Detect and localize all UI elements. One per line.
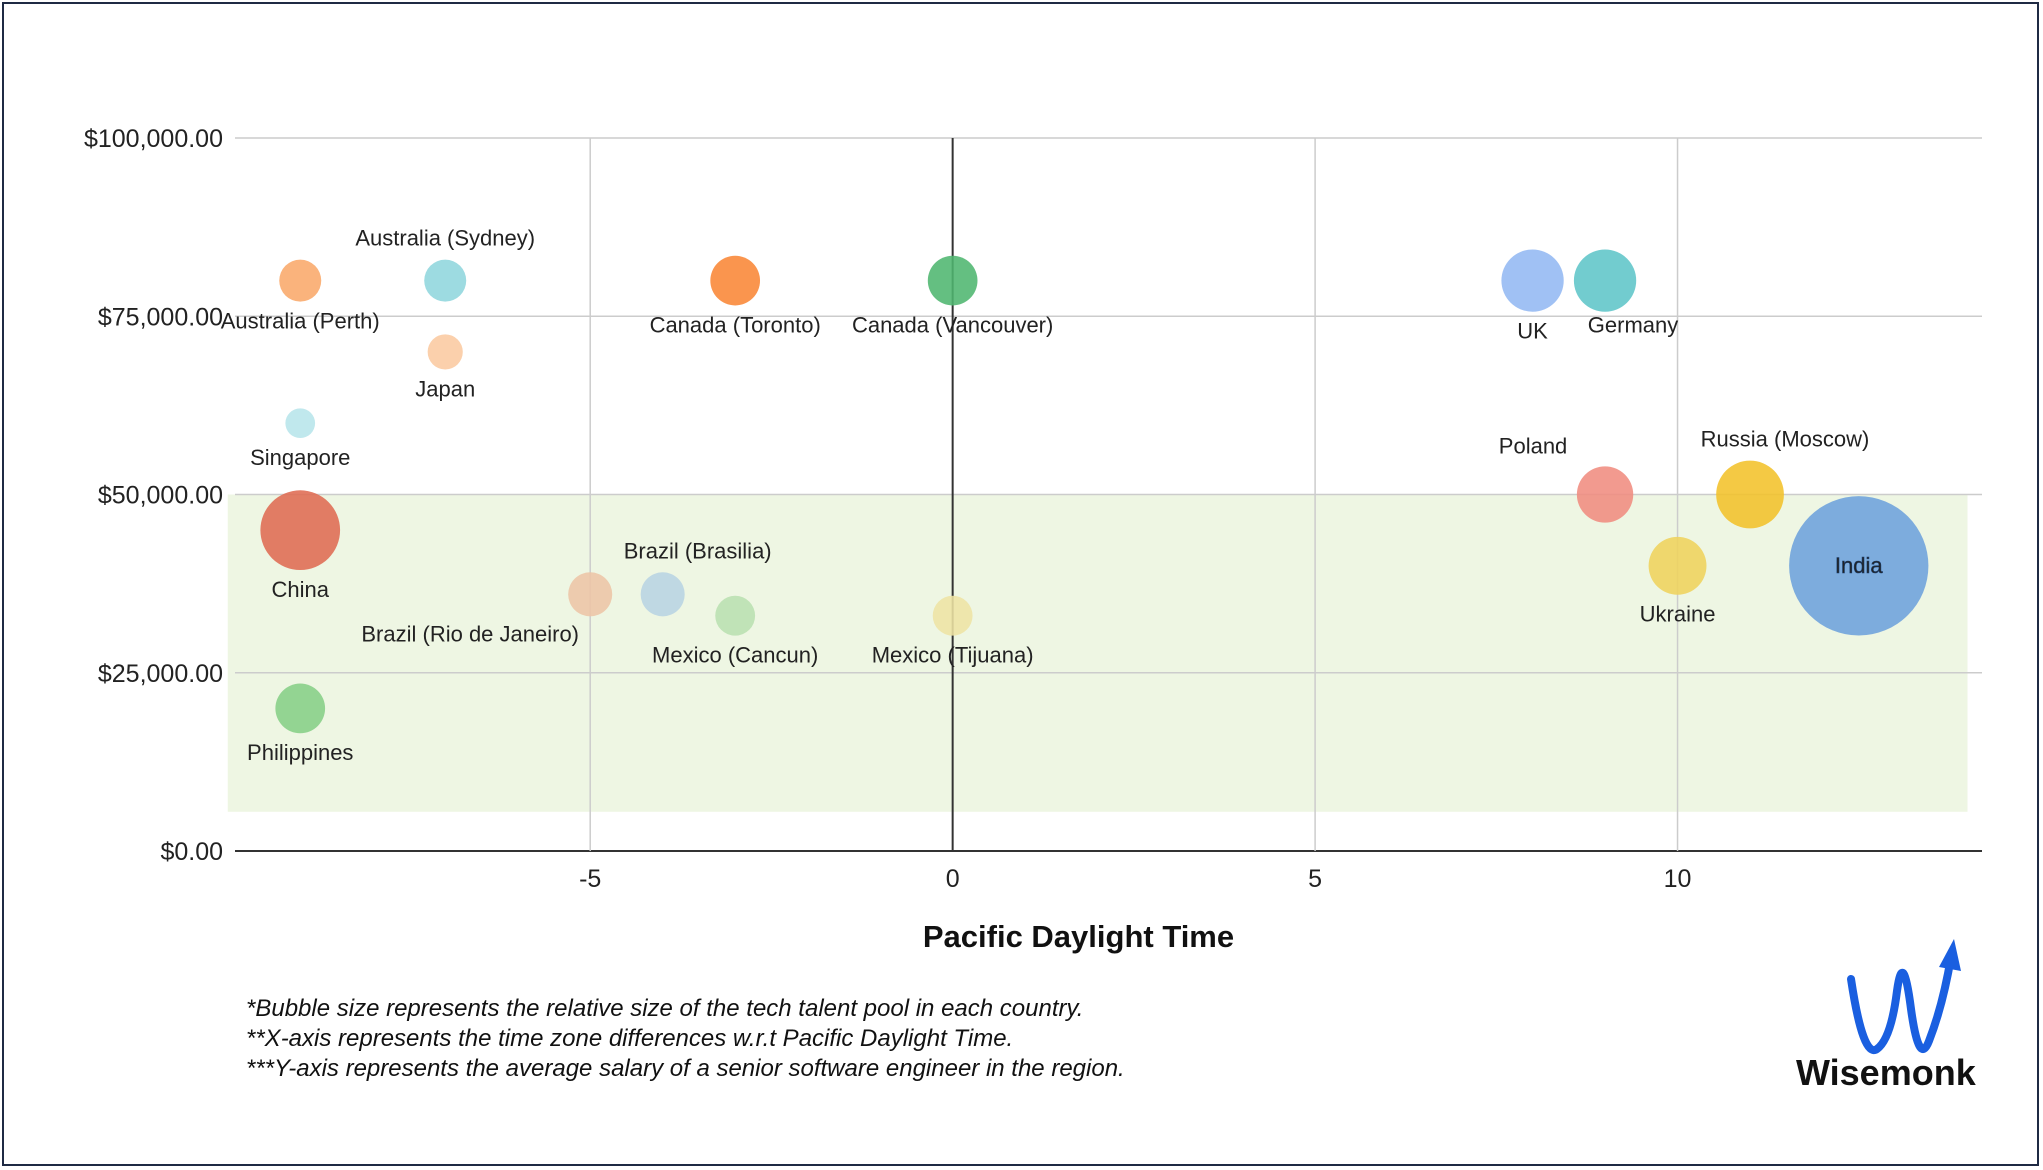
y-tick-label: $25,000.00 (98, 660, 223, 688)
bubble[interactable] (710, 255, 761, 306)
bubble[interactable] (275, 683, 326, 734)
bubble-label: Mexico (Tijuana) (872, 643, 1034, 668)
bubble-label: Russia (Moscow) (1701, 427, 1870, 452)
bubble[interactable] (1501, 249, 1564, 312)
bubble[interactable] (640, 572, 685, 617)
tick-label-layer: $0.00 $25,000.00 $50,000.00 $75,000.00 $100,… (84, 125, 1691, 893)
bubble[interactable] (927, 255, 978, 306)
bubble-chart: $0.00 $25,000.00 $50,000.00 $75,000.00 $100,… (84, 125, 1982, 954)
bubble[interactable] (1576, 466, 1634, 523)
bubble-label-layer: Australia (Perth) Australia (Sydney) Japan… (221, 226, 1884, 766)
bubble[interactable] (285, 408, 316, 439)
bubble[interactable] (715, 595, 756, 636)
bubble-label: Canada (Toronto) (650, 312, 821, 337)
bubble-label: Australia (Sydney) (355, 226, 535, 251)
bubble-label: Japan (415, 376, 475, 401)
bubble-label: Philippines (247, 740, 353, 765)
logo-text: Wisemonk (1796, 1052, 1976, 1093)
y-tick-label: $75,000.00 (98, 303, 223, 331)
bubble[interactable] (1716, 460, 1784, 529)
y-tick-label: $100,000.00 (84, 125, 223, 153)
bubble-label: Poland (1499, 433, 1568, 458)
bubble[interactable] (932, 595, 973, 636)
footnotes: *Bubble size represents the relative siz… (246, 994, 1125, 1084)
bubble[interactable] (424, 259, 467, 302)
wisemonk-logo-icon (1847, 939, 1961, 1054)
grid-layer (235, 137, 1982, 852)
bubble-label: Singapore (250, 445, 350, 470)
bubble-label: India (1835, 553, 1883, 578)
bubble[interactable] (279, 259, 322, 302)
footnote-y-axis: ***Y-axis represents the average salary … (246, 1055, 1125, 1082)
bubble[interactable] (260, 490, 341, 570)
bubble-label: Australia (Perth) (221, 309, 380, 334)
y-tick-label: $0.00 (160, 838, 223, 866)
shaded-region (227, 494, 1968, 812)
x-axis-title: Pacific Daylight Time (923, 919, 1234, 954)
shaded-region-layer (227, 494, 1968, 812)
bubble[interactable] (1789, 496, 1929, 636)
x-tick-label: 10 (1664, 865, 1692, 893)
x-tick-label: 5 (1308, 865, 1322, 893)
footnote-x-axis: **X-axis represents the time zone differ… (246, 1025, 1014, 1052)
bubble[interactable] (1573, 249, 1637, 312)
y-tick-label: $50,000.00 (98, 482, 223, 510)
bubble[interactable] (568, 572, 613, 617)
bubble-label: Brazil (Rio de Janeiro) (361, 621, 579, 646)
footnote-bubble-size: *Bubble size represents the relative siz… (246, 995, 1084, 1022)
bubble-label: Canada (Vancouver) (852, 312, 1053, 337)
bubble-label: Ukraine (1640, 602, 1716, 627)
bubble-label: Germany (1588, 313, 1678, 338)
bubble-label: Brazil (Brasilia) (624, 538, 772, 563)
bubble[interactable] (427, 334, 463, 370)
bubble-label: Mexico (Cancun) (652, 643, 818, 668)
bubble[interactable] (1648, 536, 1707, 595)
x-tick-label: 0 (946, 865, 960, 893)
bubble-label: UK (1517, 319, 1548, 344)
bubble-layer (260, 249, 1929, 734)
bubble-label: China (271, 577, 329, 602)
x-tick-label: -5 (579, 865, 601, 893)
